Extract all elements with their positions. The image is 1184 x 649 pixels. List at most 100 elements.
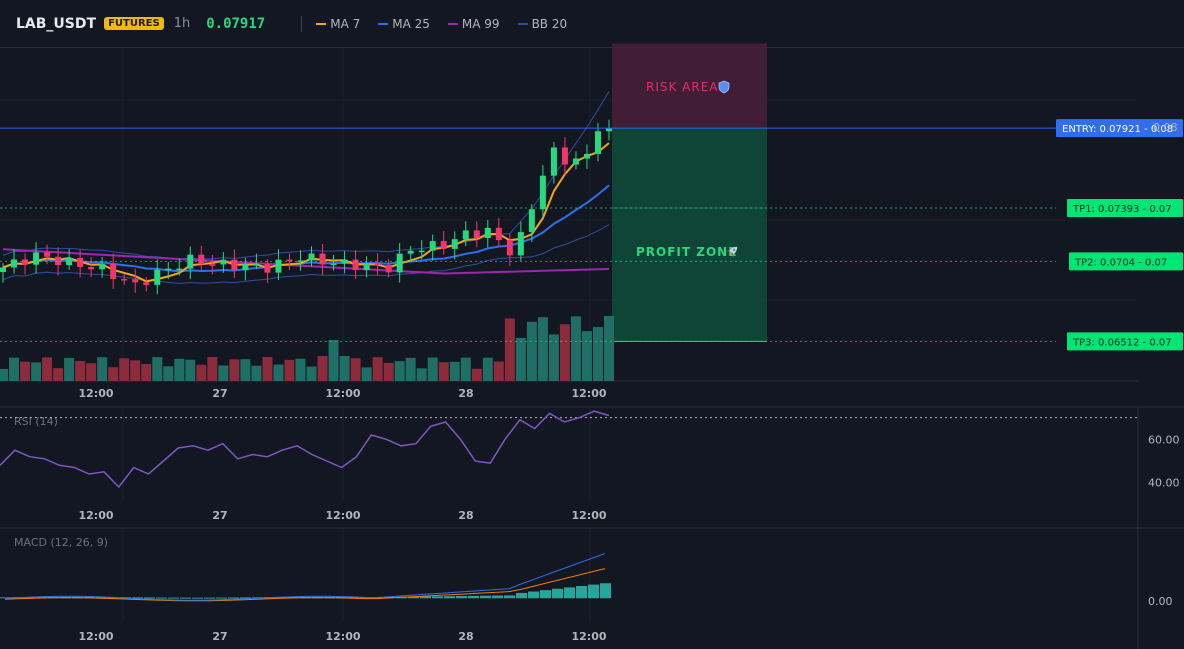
- candle-body: [528, 209, 535, 233]
- volume-bar: [0, 369, 8, 381]
- moving-averages: [2, 142, 610, 283]
- time-tick: 12:00: [571, 509, 606, 522]
- volume-bar: [9, 357, 20, 381]
- time-tick: 12:00: [325, 630, 360, 643]
- macd-hist-bar: [156, 597, 167, 599]
- volume-bar: [317, 356, 328, 381]
- candle-body: [539, 175, 546, 210]
- candle-body: [462, 230, 469, 240]
- macd-hist-bar: [420, 596, 431, 599]
- volume-bar: [185, 359, 196, 381]
- legend-bb20[interactable]: BB 20: [517, 17, 567, 31]
- volume-bar: [581, 331, 592, 381]
- time-tick: 28: [458, 630, 473, 643]
- macd-title: MACD (12, 26, 9): [14, 536, 108, 549]
- candle-body: [143, 282, 150, 285]
- volume-bar: [64, 357, 75, 381]
- volume-bar: [196, 364, 207, 381]
- volume-bar: [372, 357, 383, 381]
- tp1-label: TP1: 0.07393 - 0.07: [1072, 204, 1172, 215]
- volume-bar: [251, 365, 262, 381]
- volume-bar: [394, 361, 405, 381]
- volume-bar: [163, 366, 174, 381]
- candle-body: [209, 264, 216, 266]
- candle-body: [198, 254, 205, 265]
- volume-bar: [42, 357, 53, 381]
- candle-body: [451, 239, 458, 249]
- volume-bar: [20, 361, 31, 381]
- candle-body: [396, 253, 403, 273]
- candle-body: [429, 241, 436, 251]
- candle-body: [606, 128, 612, 132]
- volume-bar: [53, 368, 64, 381]
- grid-lines: [0, 48, 1138, 622]
- time-tick: 27: [212, 387, 227, 400]
- candle-body: [363, 263, 370, 271]
- volume-bar: [460, 357, 471, 381]
- volume-bar: [119, 358, 130, 381]
- candle-body: [154, 269, 161, 285]
- ma25-swatch: [378, 22, 389, 25]
- legend-ma25-label: MA 25: [392, 16, 430, 31]
- candle-body: [495, 227, 502, 241]
- macd-hist-bar: [576, 585, 587, 599]
- volume-bar: [339, 356, 350, 381]
- candle-body: [286, 259, 293, 262]
- macd-hist-bar: [192, 597, 203, 599]
- tp1-label-bg: [1067, 198, 1183, 217]
- candle-body: [330, 263, 337, 266]
- candle-body: [352, 259, 359, 271]
- volume-bars: [0, 316, 614, 381]
- volume-bar: [174, 358, 185, 381]
- time-tick: 27: [212, 509, 227, 522]
- volume-bar: [328, 340, 339, 381]
- candle-body: [77, 257, 84, 267]
- macd-hist-bar: [276, 597, 287, 599]
- bb20-swatch: [517, 22, 528, 25]
- macd-signal-line: [4, 568, 606, 602]
- candle-body: [440, 241, 447, 249]
- candle-body: [308, 253, 315, 261]
- candle-body: [88, 266, 95, 270]
- volume-bar: [548, 334, 559, 381]
- tp2-label: TP2: 0.0704 - 0.07: [1074, 257, 1167, 268]
- tp3-label: TP3: 0.06512 - 0.07: [1072, 337, 1172, 348]
- price-levels: ENTRY: 0.07921 - 0.08 TP1: 0.07393 - 0.07…: [0, 119, 1183, 351]
- legend-ma7-label: MA 7: [330, 16, 361, 31]
- symbol-name[interactable]: LAB_USDT: [16, 15, 97, 32]
- volume-bar: [141, 363, 152, 381]
- candle-body: [55, 256, 62, 266]
- legend-ma99-label: MA 99: [461, 16, 500, 31]
- macd-hist-bar: [408, 596, 419, 599]
- macd-hist-bar: [552, 588, 563, 599]
- candle-body: [275, 259, 282, 273]
- price-axis-label: 0.08: [1153, 121, 1178, 134]
- time-tick: 12:00: [325, 387, 360, 400]
- volume-bar: [284, 359, 295, 381]
- candle-body: [484, 227, 491, 238]
- volume-bar: [405, 357, 416, 381]
- macd-hist-bar: [0, 597, 11, 599]
- legend-ma7[interactable]: MA 7: [316, 17, 360, 31]
- ma7-swatch: [316, 22, 327, 25]
- volume-bar: [218, 365, 229, 381]
- macd-hist-bar: [468, 595, 479, 599]
- candle-body: [572, 158, 579, 165]
- timeframe-selector[interactable]: 1h: [173, 16, 191, 31]
- rsi-tick-40: 40.00: [1148, 477, 1180, 490]
- candle-body: [506, 240, 513, 256]
- macd-line: [4, 553, 606, 601]
- profit-zone-label: PROFIT ZONE: [636, 245, 737, 259]
- macd-tick-zero: 0.00: [1148, 595, 1173, 608]
- volume-bar: [130, 360, 141, 381]
- candle-body: [418, 250, 425, 253]
- volume-bar: [295, 358, 306, 381]
- candle-body: [33, 252, 40, 265]
- macd-hist-bar: [432, 596, 443, 599]
- macd-hist-bar: [444, 596, 455, 599]
- candle-body: [66, 257, 73, 266]
- legend-ma25[interactable]: MA 25: [378, 17, 430, 31]
- time-tick: 12:00: [78, 509, 113, 522]
- legend-ma99[interactable]: MA 99: [447, 16, 500, 31]
